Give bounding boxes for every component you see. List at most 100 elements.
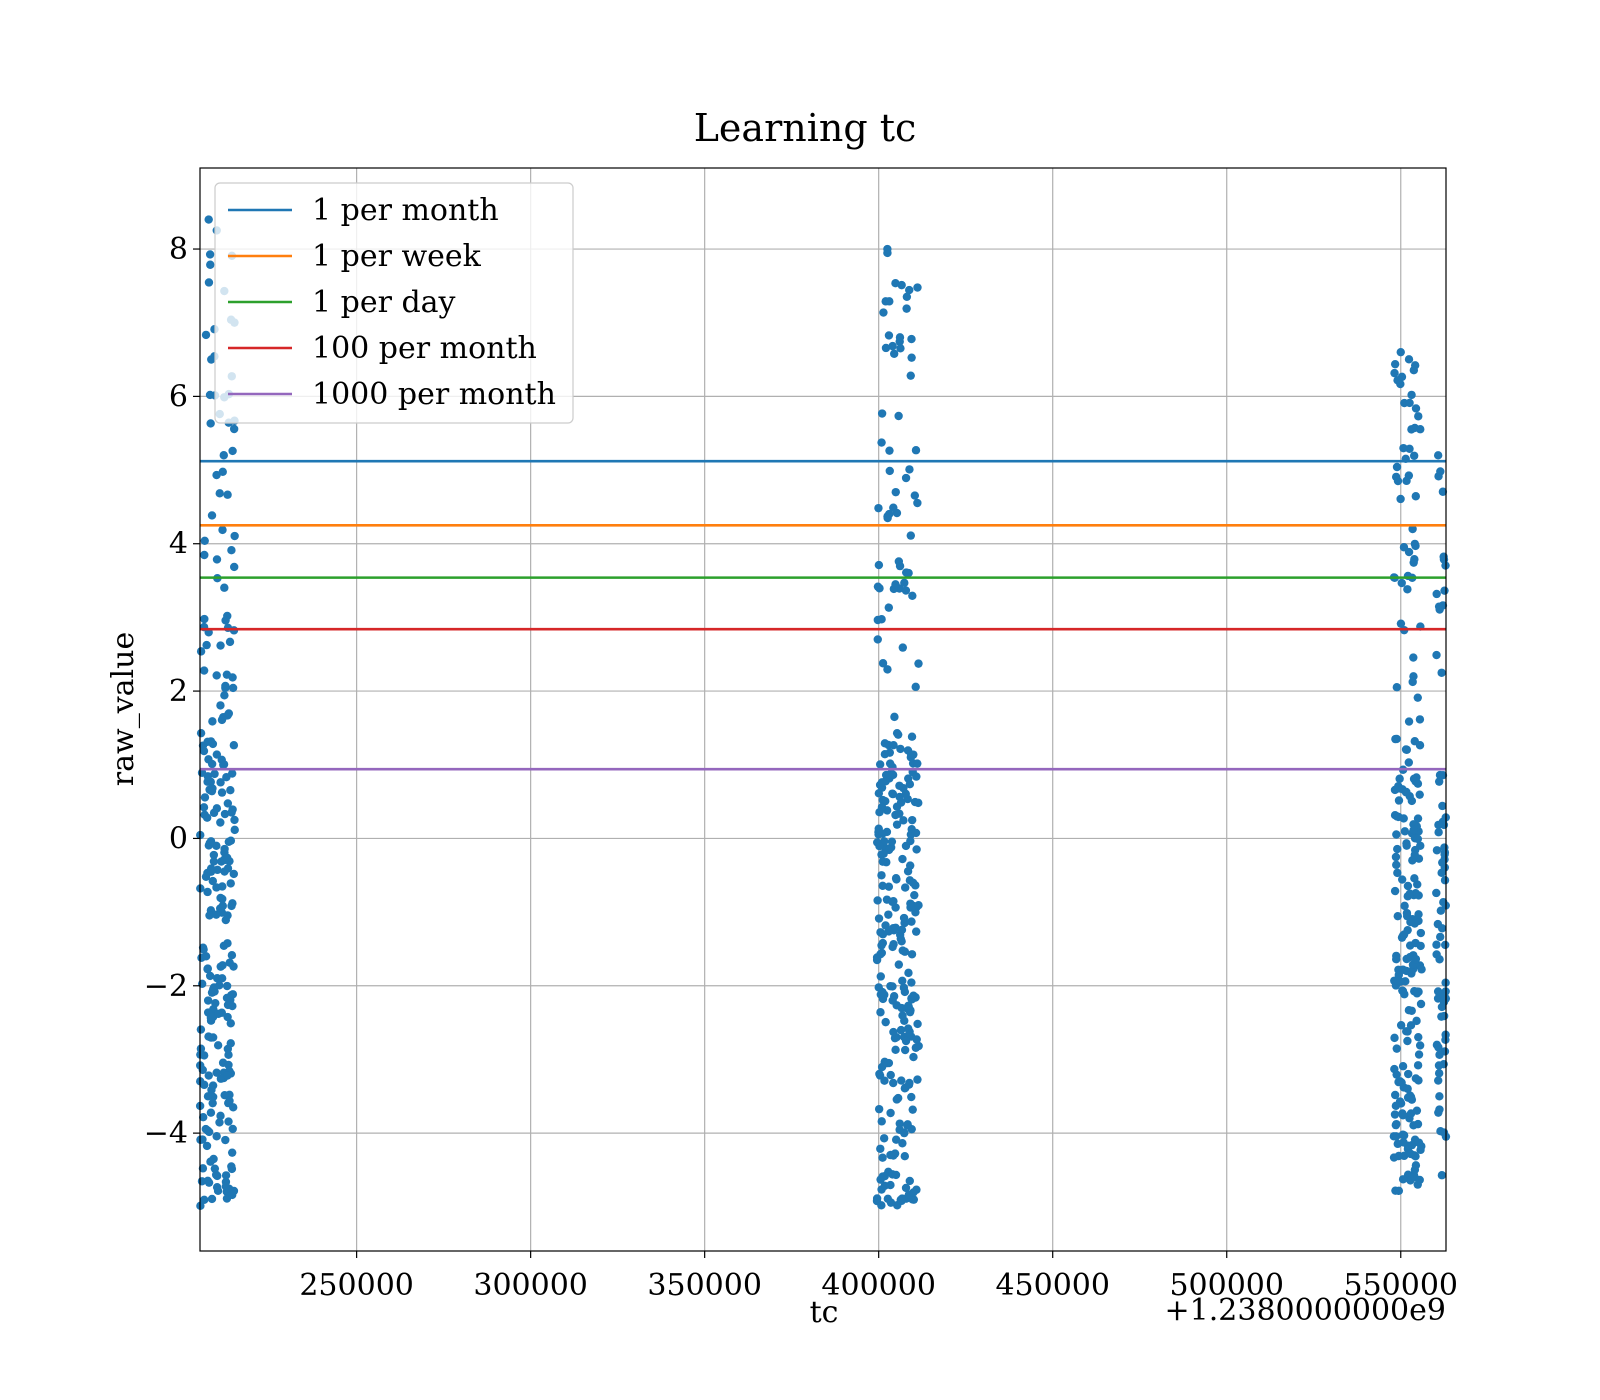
scatter-point xyxy=(225,1096,234,1106)
scatter-point xyxy=(908,878,918,888)
scatter-point xyxy=(1392,954,1401,964)
scatter-point xyxy=(203,1176,212,1185)
scatter-point xyxy=(197,979,207,988)
scatter-point xyxy=(230,815,239,825)
scatter-point xyxy=(1440,848,1450,857)
scatter-point xyxy=(205,911,214,920)
scatter-point xyxy=(899,913,909,923)
scatter-point xyxy=(230,562,239,572)
scatter-point xyxy=(199,945,208,954)
scatter-point xyxy=(198,1065,207,1075)
scatter-point xyxy=(1406,1021,1416,1030)
scatter-point xyxy=(208,1098,217,1108)
scatter-point xyxy=(890,712,899,722)
scatter-point xyxy=(880,1076,889,1085)
scatter-point xyxy=(898,1011,907,1020)
legend-label: 1 per week xyxy=(312,239,482,274)
scatter-point xyxy=(1437,868,1446,878)
scatter-point xyxy=(227,546,236,555)
scatter-point xyxy=(889,503,898,512)
scatter-point xyxy=(1396,977,1405,986)
scatter-point xyxy=(221,1182,231,1191)
scatter-point xyxy=(1401,745,1411,754)
scatter-point xyxy=(212,555,222,564)
scatter-point xyxy=(216,962,225,971)
scatter-point xyxy=(880,1181,889,1190)
scatter-point xyxy=(891,1170,901,1180)
scatter-point xyxy=(1435,1105,1444,1114)
scatter-point xyxy=(1413,1061,1423,1070)
scatter-point xyxy=(1438,487,1448,496)
plot-frame xyxy=(199,167,1447,1252)
chart-title: Learning tc xyxy=(694,106,917,150)
scatter-point xyxy=(1415,1175,1424,1185)
scatter-point xyxy=(883,244,892,254)
scatter-point xyxy=(1391,1101,1401,1111)
scatter-point xyxy=(1405,444,1414,454)
scatter-point xyxy=(203,777,212,786)
scatter-point xyxy=(906,371,915,380)
scatter-point xyxy=(889,741,898,750)
scatter-point xyxy=(1437,1012,1446,1021)
scatter-point xyxy=(206,1108,216,1117)
scatter-point xyxy=(913,759,922,768)
scatter-point xyxy=(1409,653,1418,662)
scatter-point xyxy=(1396,1021,1406,1030)
scatter-point xyxy=(1434,1069,1444,1078)
scatter-point xyxy=(196,647,206,656)
scatter-point xyxy=(1403,1084,1412,1093)
scatter-point xyxy=(228,899,237,908)
scatter-point xyxy=(1415,715,1425,724)
scatter-point xyxy=(911,828,921,838)
scatter-point xyxy=(200,793,210,802)
scatter-point xyxy=(1397,875,1407,884)
scatter-point xyxy=(1413,693,1422,702)
scatter-point xyxy=(204,278,214,287)
scatter-point xyxy=(1407,390,1416,400)
scatter-point xyxy=(202,640,211,650)
scatter-point xyxy=(213,1041,223,1050)
scatter-point xyxy=(1439,552,1448,561)
scatter-point xyxy=(880,739,890,748)
scatter-point xyxy=(200,1080,209,1090)
scatter-point xyxy=(1398,1111,1408,1120)
scatter-point xyxy=(1411,954,1421,964)
scatter-point xyxy=(1416,941,1425,951)
scatter-point xyxy=(1410,850,1419,860)
scatter-point xyxy=(222,773,231,782)
scatter-point xyxy=(198,1164,208,1173)
scatter-point xyxy=(911,927,921,936)
scatter-point xyxy=(1393,868,1402,878)
x-tick-label: 250000 xyxy=(299,1268,414,1303)
scatter-point xyxy=(884,910,893,919)
scatter-point xyxy=(223,799,233,808)
scatter-point xyxy=(1390,1110,1400,1119)
scatter-point xyxy=(896,744,905,754)
scatter-point xyxy=(221,616,230,625)
scatter-point xyxy=(904,774,913,783)
scatter-point xyxy=(878,881,887,890)
scatter-point xyxy=(1434,820,1443,830)
scatter-point xyxy=(223,939,232,948)
scatter-point xyxy=(1404,1005,1414,1015)
scatter-point xyxy=(209,984,218,994)
scatter-point xyxy=(1414,910,1423,919)
legend-label: 1 per day xyxy=(312,285,456,320)
scatter-point xyxy=(1407,1095,1417,1104)
scatter-point xyxy=(906,836,915,846)
scatter-point xyxy=(912,772,921,781)
scatter-point xyxy=(903,1024,913,1033)
scatter-point xyxy=(1409,825,1418,835)
scatter-point xyxy=(201,952,211,961)
scatter-point xyxy=(881,1017,890,1027)
scatter-point xyxy=(897,925,907,935)
scatter-point xyxy=(898,946,907,955)
scatter-point xyxy=(1404,355,1414,364)
scatter-point xyxy=(1392,1119,1401,1129)
scatter-point xyxy=(907,978,916,987)
scatter-point xyxy=(1403,1036,1412,1046)
scatter-point xyxy=(213,1186,223,1196)
scatter-point xyxy=(1435,1092,1444,1101)
scatter-point xyxy=(1391,1132,1401,1141)
scatter-point xyxy=(223,853,232,863)
